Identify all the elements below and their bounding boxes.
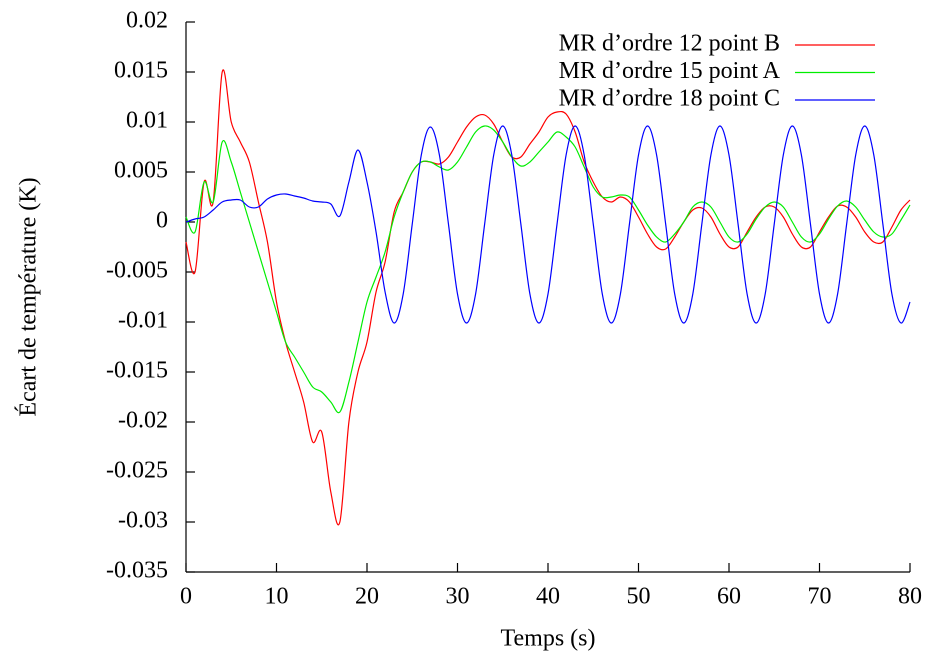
legend-label: MR d’ordre 15 point A	[559, 58, 781, 84]
y-tick-label: -0.025	[106, 458, 168, 484]
x-tick-label: 40	[536, 584, 560, 610]
x-tick-label: 30	[446, 584, 470, 610]
x-tick-label: 10	[265, 584, 289, 610]
x-tick-label: 20	[355, 584, 379, 610]
y-tick-label: 0.005	[114, 158, 168, 184]
y-tick-label: 0.02	[126, 8, 168, 34]
y-tick-label: 0.01	[126, 108, 168, 134]
y-tick-label: -0.02	[118, 408, 168, 434]
x-tick-label: 50	[627, 584, 651, 610]
y-axis-label: Écart de température (K)	[16, 177, 42, 416]
y-tick-label: -0.01	[118, 308, 168, 334]
x-tick-label: 80	[898, 584, 922, 610]
x-axis-label: Temps (s)	[501, 626, 596, 652]
y-tick-label: -0.015	[106, 358, 168, 384]
series-line	[185, 125, 911, 324]
legend-label: MR d’ordre 12 point B	[559, 31, 780, 57]
legend-label: MR d’ordre 18 point C	[559, 86, 780, 112]
y-tick-label: -0.035	[106, 558, 168, 584]
series-line	[185, 69, 911, 526]
y-tick-label: -0.03	[118, 508, 168, 534]
series-line	[185, 125, 911, 414]
x-tick-label: 0	[180, 584, 192, 610]
x-tick-label: 70	[808, 584, 832, 610]
y-tick-label: -0.005	[106, 258, 168, 284]
x-tick-label: 60	[717, 584, 741, 610]
y-tick-label: 0	[156, 208, 168, 234]
y-tick-label: 0.015	[114, 58, 168, 84]
